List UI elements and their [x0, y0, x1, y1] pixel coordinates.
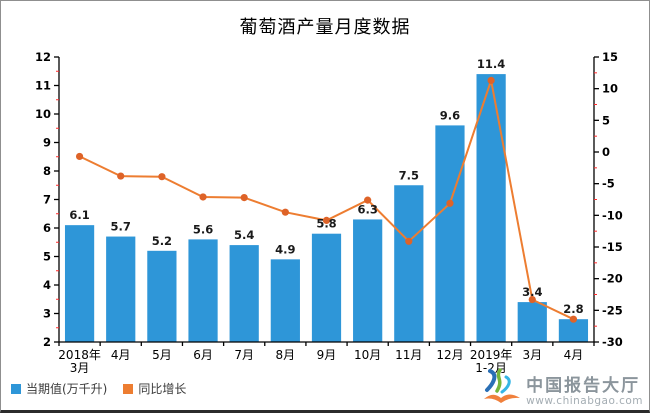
chart-title: 葡萄酒产量月度数据: [239, 17, 411, 38]
line-point: [240, 194, 248, 202]
y-right-tick-label: -30: [602, 335, 623, 349]
x-tick-label: 11月: [395, 348, 422, 362]
bar-value-label: 11.4: [477, 57, 505, 71]
x-tick-label: 4月: [111, 348, 131, 362]
bar: [394, 185, 424, 342]
bar-value-label: 5.7: [111, 220, 131, 234]
line-point: [281, 208, 289, 216]
bar: [106, 236, 136, 342]
x-tick-label: 6月: [193, 348, 213, 362]
y-right-tick-label: -5: [602, 177, 615, 191]
x-tick-label: 12月: [436, 348, 463, 362]
x-tick-label: 8月: [276, 348, 296, 362]
y-right-tick-label: -10: [602, 208, 623, 222]
bar-value-label: 9.6: [440, 108, 460, 122]
bar-value-label: 5.6: [193, 222, 213, 236]
bar-series-swatch: [11, 383, 21, 394]
x-tick-label: 2018年 3月: [58, 348, 101, 375]
y-left-tick-label: 6: [43, 221, 51, 235]
bar-value-label: 5.2: [152, 234, 172, 248]
y-left-tick-label: 7: [43, 193, 51, 207]
bar: [558, 319, 589, 342]
legend-item-bar-series: 当期值(万千升): [11, 380, 107, 397]
y-right-tick-label: 0: [602, 145, 610, 159]
line-series-swatch: [123, 383, 134, 394]
y-left-tick-label: 9: [43, 136, 51, 150]
legend: 当期值(万千升) 同比增长: [11, 380, 186, 397]
bar: [147, 250, 177, 342]
line-point: [199, 193, 207, 201]
y-left-tick-label: 2: [43, 335, 51, 349]
watermark-text: 中国报告大厅 www.chinabgao.com: [526, 376, 643, 407]
x-tick-label: 5月: [152, 348, 172, 362]
x-tick-label: 10月: [354, 348, 381, 362]
bar: [353, 219, 383, 342]
bar-value-label: 5.8: [316, 217, 336, 231]
x-tick-label: 9月: [317, 348, 337, 362]
y-right-tick-label: -20: [602, 272, 623, 286]
y-right-tick-label: -15: [602, 240, 623, 254]
x-tick-label: 4月: [564, 348, 584, 362]
bar-value-label: 7.5: [399, 168, 419, 182]
bar: [270, 259, 300, 342]
line-point: [487, 76, 495, 85]
bar-value-label: 5.4: [234, 228, 254, 242]
x-tick-label: 7月: [234, 348, 254, 362]
y-left-tick-label: 8: [43, 164, 51, 178]
watermark: 中国报告大厅 www.chinabgao.com: [482, 367, 643, 407]
line-point: [405, 237, 413, 245]
legend-item-line-series: 同比增长: [123, 380, 186, 397]
y-left-tick-label: 3: [43, 307, 51, 321]
y-right-tick-label: -25: [602, 303, 623, 317]
chinabgao-logo-icon: [484, 368, 521, 403]
y-right-tick-label: 15: [602, 50, 618, 64]
line-series-label: 同比增长: [138, 382, 187, 396]
bar-value-label: 2.8: [563, 302, 583, 316]
y-right-tick-label: 5: [602, 113, 610, 127]
bar-value-label: 4.9: [275, 242, 295, 256]
bar: [229, 245, 259, 342]
bar: [476, 74, 506, 342]
y-left-tick-label: 11: [35, 79, 51, 93]
bar: [517, 302, 547, 342]
y-left-tick-label: 4: [43, 278, 51, 292]
watermark-url: www.chinabgao.com: [526, 394, 643, 407]
watermark-brand: 中国报告大厅: [526, 376, 641, 397]
line-point: [75, 152, 84, 161]
bar: [188, 239, 218, 342]
line-point: [322, 216, 331, 224]
bar-series-label: 当期值(万千升): [26, 382, 108, 396]
line-point: [569, 315, 578, 323]
bar: [435, 125, 465, 343]
bar-value-label: 6.3: [357, 202, 377, 216]
y-right-tick-label: 10: [602, 82, 618, 96]
line-point: [117, 172, 125, 180]
y-left-tick-label: 10: [35, 107, 51, 121]
y-left-tick-label: 5: [43, 250, 51, 264]
line-point: [528, 295, 536, 304]
line-point: [158, 173, 166, 181]
bar-value-label: 6.1: [69, 208, 89, 222]
x-tick-label: 3月: [522, 348, 542, 362]
bar: [64, 225, 95, 342]
line-point: [446, 199, 454, 207]
line-point: [364, 196, 372, 204]
bar: [311, 233, 342, 342]
y-left-tick-label: 12: [35, 50, 51, 64]
bar-value-label: 3.4: [522, 285, 542, 299]
